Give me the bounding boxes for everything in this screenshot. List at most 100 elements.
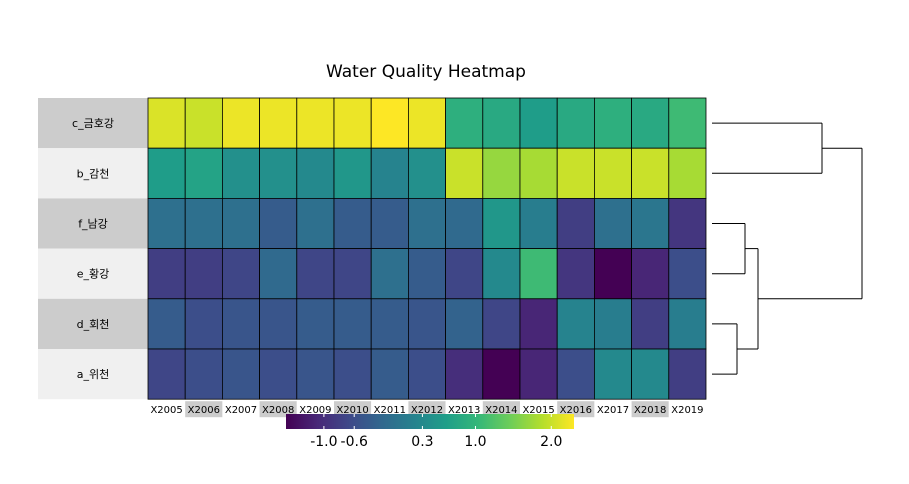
legend-tick-label: 2.0 xyxy=(540,434,562,450)
heatmap-cell xyxy=(296,197,335,249)
column-label: X2005 xyxy=(150,405,182,416)
heatmap-cell xyxy=(594,248,633,300)
heatmap-cell xyxy=(631,147,670,199)
column-label-bg xyxy=(148,401,186,418)
heatmap-cell xyxy=(296,97,335,149)
heatmap-cell xyxy=(370,298,409,350)
heatmap-cell xyxy=(333,248,372,300)
column-label-bg xyxy=(371,401,409,418)
column-label-bg xyxy=(631,401,669,418)
heatmap-cell xyxy=(445,197,484,249)
heatmap-cell xyxy=(147,197,186,249)
heatmap-cell xyxy=(631,97,670,149)
heatmap-cell xyxy=(445,97,484,149)
heatmap-cell xyxy=(482,147,521,199)
column-label: X2019 xyxy=(671,405,703,416)
heatmap-cell xyxy=(445,298,484,350)
heatmap-cell xyxy=(221,97,260,149)
heatmap-cell xyxy=(221,147,260,199)
heatmap-cell xyxy=(631,298,670,350)
heatmap-cell xyxy=(594,348,633,400)
heatmap-cell xyxy=(184,147,223,199)
heatmap-cell xyxy=(333,97,372,149)
column-label: X2011 xyxy=(374,405,406,416)
heatmap-cell xyxy=(668,97,707,149)
heatmap-cell xyxy=(259,248,298,300)
heatmap-cell xyxy=(668,298,707,350)
heatmap-cell xyxy=(445,147,484,199)
heatmap-cell xyxy=(556,348,595,400)
heatmap-cell xyxy=(519,348,558,400)
row-label-bg xyxy=(38,349,148,400)
heatmap-cell xyxy=(631,248,670,300)
heatmap-cell xyxy=(482,197,521,249)
column-label-bg xyxy=(408,401,446,418)
column-label-bg xyxy=(445,401,483,418)
row-label-bg xyxy=(38,248,148,299)
heatmap-cell xyxy=(556,248,595,300)
column-label-bg xyxy=(482,401,520,418)
heatmap-cell xyxy=(482,97,521,149)
row-label: c_금호강 xyxy=(72,117,114,130)
column-label: X2016 xyxy=(560,405,592,416)
column-label: X2008 xyxy=(262,405,294,416)
column-label-bg xyxy=(557,401,595,418)
legend-tick-label: 1.0 xyxy=(464,434,486,450)
heatmap-cell xyxy=(259,97,298,149)
column-label-bg xyxy=(259,401,297,418)
column-label: X2017 xyxy=(597,405,629,416)
heatmap-cell xyxy=(556,97,595,149)
color-legend: -1.0 -0.6 0.3 1.0 2.0 xyxy=(286,414,574,450)
heatmap-cell xyxy=(370,248,409,300)
heatmap-cell xyxy=(668,348,707,400)
legend-tick-label: -0.6 xyxy=(341,434,368,450)
heatmap-cell xyxy=(259,348,298,400)
column-label-bg xyxy=(520,401,558,418)
heatmap-cell xyxy=(184,197,223,249)
chart-title: Water Quality Heatmap xyxy=(326,62,526,82)
row-label: d_회천 xyxy=(77,317,110,331)
row-label-bg xyxy=(38,298,148,349)
heatmap-cell xyxy=(147,348,186,400)
heatmap-cell xyxy=(594,197,633,249)
heatmap-cell xyxy=(556,298,595,350)
heatmap-cell xyxy=(259,197,298,249)
heatmap-cell xyxy=(407,147,446,199)
heatmap-cell xyxy=(519,248,558,300)
heatmap-cell xyxy=(370,348,409,400)
heatmap-cell xyxy=(482,248,521,300)
row-label-bg xyxy=(38,198,148,249)
row-label: b_감천 xyxy=(77,166,110,180)
column-label-bg xyxy=(334,401,372,418)
heatmap-cell xyxy=(631,348,670,400)
heatmap-cell xyxy=(333,298,372,350)
heatmap-cell xyxy=(519,298,558,350)
column-label: X2009 xyxy=(299,405,331,416)
heatmap-cell xyxy=(147,298,186,350)
row-label: a_위천 xyxy=(77,367,109,381)
heatmap-cell xyxy=(259,298,298,350)
heatmap-cell xyxy=(482,348,521,400)
column-label-bg xyxy=(222,401,260,418)
heatmap-cell xyxy=(668,147,707,199)
heatmap-cell xyxy=(333,147,372,199)
heatmap-cell xyxy=(407,197,446,249)
heatmap-cell xyxy=(519,97,558,149)
heatmap-cell xyxy=(259,147,298,199)
column-label: X2018 xyxy=(634,405,666,416)
heatmap-cell xyxy=(370,197,409,249)
row-label: e_황강 xyxy=(77,268,110,281)
column-label: X2015 xyxy=(522,405,554,416)
heatmap-cell xyxy=(184,248,223,300)
heatmap-cell xyxy=(184,97,223,149)
heatmap-cell xyxy=(296,248,335,300)
column-label: X2012 xyxy=(411,405,443,416)
heatmap-cell xyxy=(370,97,409,149)
heatmap-cell xyxy=(556,197,595,249)
row-label: f_남강 xyxy=(78,218,108,231)
heatmap-cell xyxy=(221,348,260,400)
heatmap-cell xyxy=(147,147,186,199)
heatmap-cell xyxy=(482,298,521,350)
heatmap-cell xyxy=(594,147,633,199)
